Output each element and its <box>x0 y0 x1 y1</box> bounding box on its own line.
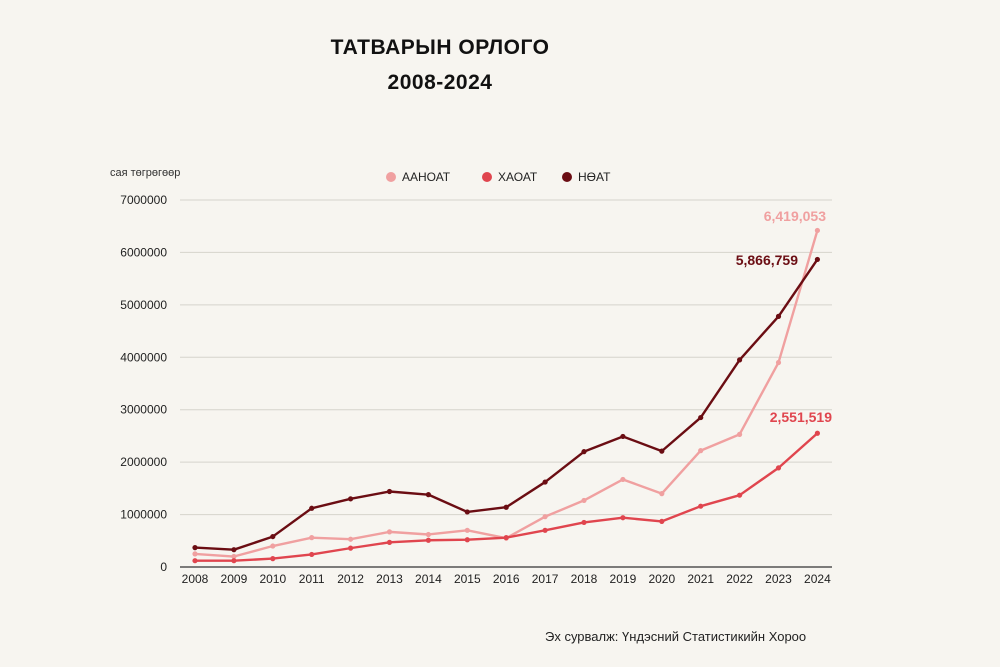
series <box>192 256 821 553</box>
x-tick-label: 2018 <box>571 572 598 586</box>
data-point <box>309 551 315 558</box>
y-tick-label: 5000000 <box>120 298 167 312</box>
x-tick-label: 2010 <box>259 572 286 586</box>
x-tick-label: 2020 <box>648 572 675 586</box>
chart-title: ТАТВАРЫН ОРЛОГО <box>330 36 550 59</box>
data-point <box>309 505 315 511</box>
data-point <box>581 497 587 504</box>
legend: ААНОАТ ХАОАТ НӨАТ <box>386 170 611 184</box>
x-tick-label: 2016 <box>493 572 520 586</box>
data-point <box>737 357 743 363</box>
data-point <box>348 545 354 551</box>
legend-label: ХАОАТ <box>498 170 538 184</box>
data-point <box>542 514 548 520</box>
x-tick-label: 2019 <box>610 572 637 586</box>
series-group <box>192 227 821 564</box>
data-point <box>775 359 782 366</box>
x-tick-label: 2011 <box>299 572 325 586</box>
value-annotation: 5,866,759 <box>736 252 798 268</box>
x-tick-label: 2014 <box>415 572 442 586</box>
y-axis-ticks: 0 1000000 2000000 3000000 4000000 5000000 6000… <box>120 193 167 574</box>
x-tick-label: 2015 <box>454 572 481 586</box>
data-point <box>659 518 665 524</box>
x-tick-label: 2023 <box>765 572 792 586</box>
data-point <box>814 227 821 234</box>
data-point <box>348 536 354 542</box>
data-point <box>386 488 393 495</box>
data-point <box>542 527 548 533</box>
x-tick-label: 2021 <box>687 572 714 586</box>
data-point <box>814 430 821 436</box>
annotations: 6,419,053 5,866,759 2,551,519 <box>736 208 832 425</box>
data-point <box>620 515 626 521</box>
data-point <box>348 496 354 502</box>
data-point <box>620 433 626 440</box>
y-tick-label: 6000000 <box>120 245 167 259</box>
legend-label: ААНОАТ <box>402 170 451 184</box>
y-tick-label: 3000000 <box>120 403 167 417</box>
x-tick-label: 2009 <box>221 572 248 586</box>
data-point <box>775 313 782 319</box>
data-point <box>581 449 587 455</box>
x-tick-label: 2013 <box>376 572 403 586</box>
data-point <box>698 448 704 454</box>
y-axis-label: сая төгрөгөөр <box>110 167 180 179</box>
x-axis-ticks: 2008 2009 2010 2011 2012 2013 2014 2015 2016 2017… <box>182 572 831 586</box>
data-point <box>698 414 704 421</box>
data-point <box>425 531 431 538</box>
data-point <box>581 519 587 526</box>
x-tick-label: 2022 <box>726 572 753 586</box>
data-point <box>464 537 470 543</box>
data-point <box>659 491 665 497</box>
data-point <box>386 539 393 545</box>
x-tick-label: 2008 <box>182 572 209 586</box>
y-tick-label: 0 <box>160 560 167 574</box>
data-point <box>464 527 470 533</box>
data-point <box>231 558 237 564</box>
data-point <box>386 529 393 535</box>
y-tick-label: 2000000 <box>120 455 167 469</box>
data-point <box>192 545 198 551</box>
data-point <box>620 476 626 483</box>
data-point <box>270 543 276 549</box>
x-tick-label: 2012 <box>337 572 364 586</box>
y-tick-label: 4000000 <box>120 350 167 364</box>
data-point <box>425 492 431 498</box>
grid <box>180 199 832 568</box>
data-point <box>737 431 743 437</box>
data-point <box>270 533 276 540</box>
data-point <box>814 256 821 263</box>
data-point <box>737 492 743 498</box>
y-tick-label: 7000000 <box>120 193 167 207</box>
data-point <box>775 465 782 471</box>
data-point <box>231 553 237 560</box>
value-annotation: 2,551,519 <box>770 409 832 425</box>
legend-marker <box>386 172 396 182</box>
x-tick-label: 2017 <box>532 572 559 586</box>
y-tick-label: 1000000 <box>120 508 167 522</box>
legend-marker <box>482 172 492 182</box>
data-point <box>270 556 276 562</box>
data-point <box>659 448 665 454</box>
data-point <box>698 503 704 509</box>
data-point <box>503 504 509 510</box>
legend-label: НӨАТ <box>578 170 611 184</box>
x-tick-label: 2024 <box>804 572 831 586</box>
data-point <box>425 537 431 543</box>
source-note: Эх сурвалж: Үндэсний Статистикийн Хороо <box>545 629 807 644</box>
legend-marker <box>562 172 572 182</box>
data-point <box>503 535 509 541</box>
value-annotation: 6,419,053 <box>764 208 826 224</box>
chart-subtitle: 2008-2024 <box>387 71 493 94</box>
data-point <box>231 547 237 553</box>
data-point <box>542 479 548 485</box>
data-point <box>192 558 198 564</box>
data-point <box>464 509 470 515</box>
data-point <box>192 551 198 557</box>
series <box>192 430 821 564</box>
data-point <box>309 535 315 541</box>
